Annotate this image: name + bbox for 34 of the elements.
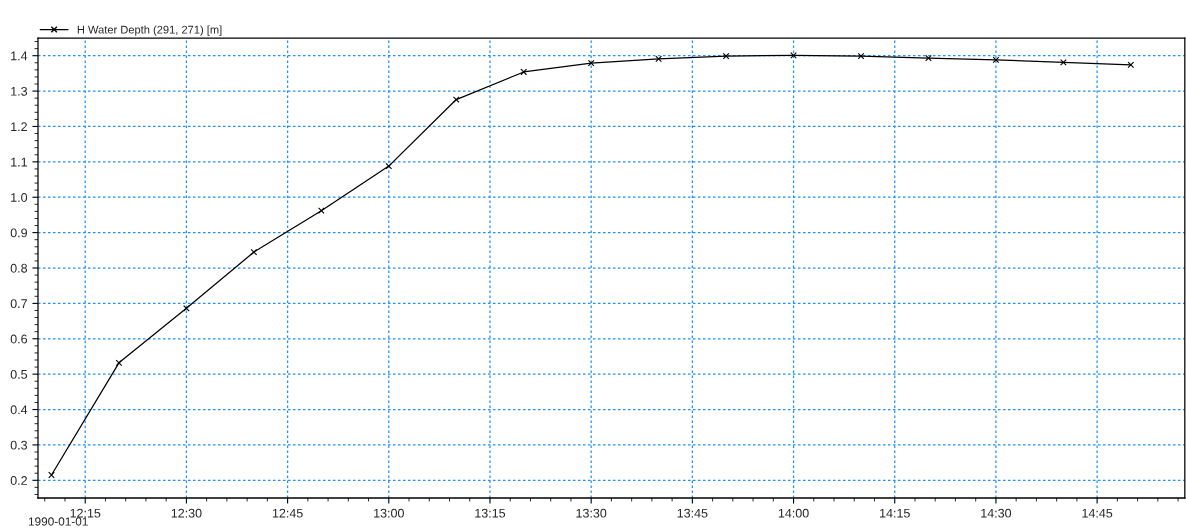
point [48, 471, 55, 479]
y-tick-label: 1.4 [11, 51, 28, 61]
x-tick-label: 12:30 [171, 508, 202, 518]
point [925, 54, 932, 62]
legend-label: H Water Depth (291, 271) [m] [77, 25, 222, 36]
y-tick-label: 0.2 [10, 476, 27, 485]
y-tick-label: 0.6 [10, 334, 28, 344]
x-tick-label: 14:30 [981, 508, 1012, 518]
x-tick-label: 13:15 [475, 508, 506, 518]
point [520, 68, 528, 76]
y-tick-label: 0.8 [10, 263, 28, 273]
x-tick-label: 13:00 [374, 508, 404, 518]
y-tick-label: 1.1 [11, 157, 27, 167]
point [1127, 61, 1135, 69]
y-tick-label: 0.7 [10, 299, 27, 309]
y-tick-label: 1.2 [11, 122, 27, 131]
x-tick-label: 14:15 [880, 508, 910, 518]
text: 1990-01-01 [28, 517, 88, 526]
y-tick-label: 0.3 [10, 440, 28, 450]
y-tick-label: 0.5 [10, 369, 28, 379]
y-tick-label: 0.4 [10, 405, 28, 415]
x-tick-label: 14:45 [1082, 508, 1113, 518]
point [385, 162, 393, 170]
point [115, 359, 123, 367]
point [655, 55, 662, 63]
x-tick-label: 12:45 [272, 508, 303, 518]
x-tick-label: 13:45 [677, 508, 708, 518]
x-tick-label: 14:00 [778, 508, 809, 518]
y-tick-label: 1.0 [11, 193, 28, 202]
y-tick-label: 1.3 [11, 86, 28, 96]
x-tick-label: 12:15 [70, 508, 101, 518]
x-tick-label: 13:30 [576, 508, 607, 518]
point [587, 59, 595, 67]
y-tick-label: 0.9 [10, 228, 27, 238]
